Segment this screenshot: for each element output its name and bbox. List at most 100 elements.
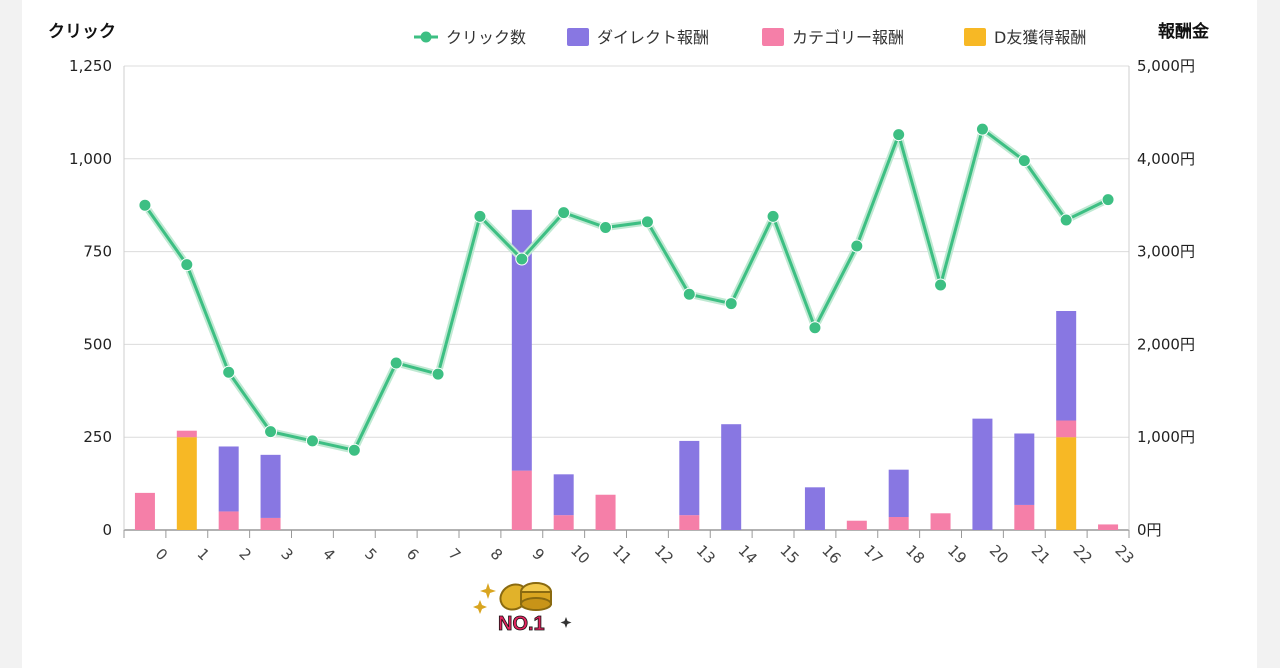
bar-segment: [679, 515, 700, 530]
x-tick-label: 15: [776, 541, 802, 567]
bar-segment: [972, 418, 993, 530]
bar-segment: [176, 430, 197, 438]
bar-segment: [1014, 504, 1035, 530]
x-tick-label: 13: [693, 541, 719, 567]
click-point: [222, 365, 236, 379]
legend-label: D友獲得報酬: [994, 28, 1086, 47]
x-tick-label: 4: [319, 545, 338, 564]
click-line-glow: [142, 125, 1110, 454]
x-tick-label: 10: [567, 541, 593, 567]
click-point: [766, 209, 780, 223]
bar-segment: [176, 437, 197, 530]
x-tick-label: 7: [445, 545, 464, 564]
click-point: [640, 215, 654, 229]
legend-swatch: [567, 28, 589, 46]
right-tick-label: 4,000円: [1137, 150, 1195, 168]
x-tick-label: 18: [902, 541, 928, 567]
bar-segment: [1056, 420, 1077, 438]
legend-item[interactable]: ダイレクト報酬: [567, 28, 709, 47]
x-tick-label: 17: [860, 541, 886, 567]
x-tick-label: 12: [651, 541, 677, 567]
legend: クリック数 ダイレクト報酬 カテゴリー報酬 D友獲得報酬: [414, 28, 1086, 47]
click-point: [557, 206, 571, 220]
bar-segment: [888, 517, 909, 530]
bar-segment: [1056, 437, 1077, 530]
bar-segment: [804, 487, 825, 530]
bar-segment: [511, 470, 532, 530]
bar-segment: [134, 492, 155, 530]
click-point: [180, 258, 194, 272]
legend-point-swatch: [420, 31, 432, 43]
legend-label: カテゴリー報酬: [792, 28, 904, 47]
click-point: [808, 321, 822, 335]
left-axis-title: クリック: [48, 22, 116, 42]
click-point: [892, 128, 906, 142]
bar-segment: [721, 424, 742, 530]
legend-item[interactable]: カテゴリー報酬: [762, 28, 904, 47]
right-tick-label: 3,000円: [1137, 243, 1195, 261]
legend-item[interactable]: クリック数: [414, 28, 526, 47]
x-tick-label: 1: [194, 545, 213, 564]
left-axis: 0 250 500 750 1,000 1,250: [69, 57, 112, 539]
legend-label: ダイレクト報酬: [597, 28, 709, 47]
bar-segment: [511, 209, 532, 471]
bar-segment: [260, 517, 281, 530]
bar-segment: [553, 474, 574, 516]
right-axis-title: 報酬金: [1158, 21, 1210, 42]
click-point: [347, 443, 361, 457]
click-point: [264, 425, 278, 439]
click-point: [682, 287, 696, 301]
click-point: [138, 198, 152, 212]
right-axis: 0円 1,000円 2,000円 3,000円 4,000円 5,000円: [1137, 57, 1195, 539]
click-point: [305, 434, 319, 448]
chart-card: 0 250 500 750 1,000 1,250 0円 1,000円 2,000円 3,000…: [22, 0, 1257, 668]
bar-segment: [218, 446, 239, 512]
bar-segment: [1056, 310, 1077, 421]
click-point: [1017, 154, 1031, 168]
right-tick-label: 0円: [1137, 521, 1162, 539]
line-layer: [138, 122, 1115, 457]
click-point: [515, 252, 529, 266]
x-tick-label: 21: [1028, 541, 1054, 567]
left-tick-label: 0: [102, 521, 112, 539]
left-tick-label: 250: [83, 428, 112, 446]
bar-segment: [930, 513, 951, 530]
x-axis: 0 1 2 3 4 5 6 7 8 9 10 11 12 13 14 15 16 17 18 19 20 21 22 23: [152, 541, 1138, 567]
bar-layer: [134, 209, 1119, 530]
x-tick-label: 16: [818, 541, 844, 567]
legend-item[interactable]: D友獲得報酬: [964, 28, 1086, 47]
bar-segment: [260, 454, 281, 518]
left-tick-label: 500: [83, 335, 112, 353]
x-tick-label: 8: [487, 545, 506, 564]
click-point: [473, 209, 487, 223]
x-tick-label: 5: [361, 545, 380, 564]
bar-segment: [888, 469, 909, 518]
bar-segment: [1014, 433, 1035, 505]
bar-segment: [553, 515, 574, 530]
x-tick-label: 14: [735, 541, 761, 567]
click-point: [431, 367, 445, 381]
right-tick-label: 5,000円: [1137, 57, 1195, 75]
legend-label: クリック数: [446, 28, 526, 47]
click-point: [724, 297, 738, 311]
left-tick-label: 1,250: [69, 57, 112, 75]
click-point: [934, 278, 948, 292]
legend-swatch: [762, 28, 784, 46]
click-point: [1059, 213, 1073, 227]
badge-text: NO.1: [498, 613, 545, 635]
x-tick-label: 2: [235, 545, 254, 564]
click-line: [143, 127, 1109, 452]
x-tick-label: 11: [609, 541, 635, 567]
x-tick-label: 6: [403, 545, 422, 564]
x-tick-label: 3: [277, 545, 296, 564]
bar-segment: [1098, 524, 1119, 530]
bar-segment: [595, 494, 616, 530]
legend-swatch: [964, 28, 986, 46]
x-tick-label: 19: [944, 541, 970, 567]
click-point: [975, 122, 989, 136]
bar-segment: [846, 520, 867, 530]
gold-coins-icon: [473, 582, 572, 628]
x-tick-label: 20: [986, 541, 1012, 567]
right-tick-label: 1,000円: [1137, 428, 1195, 446]
